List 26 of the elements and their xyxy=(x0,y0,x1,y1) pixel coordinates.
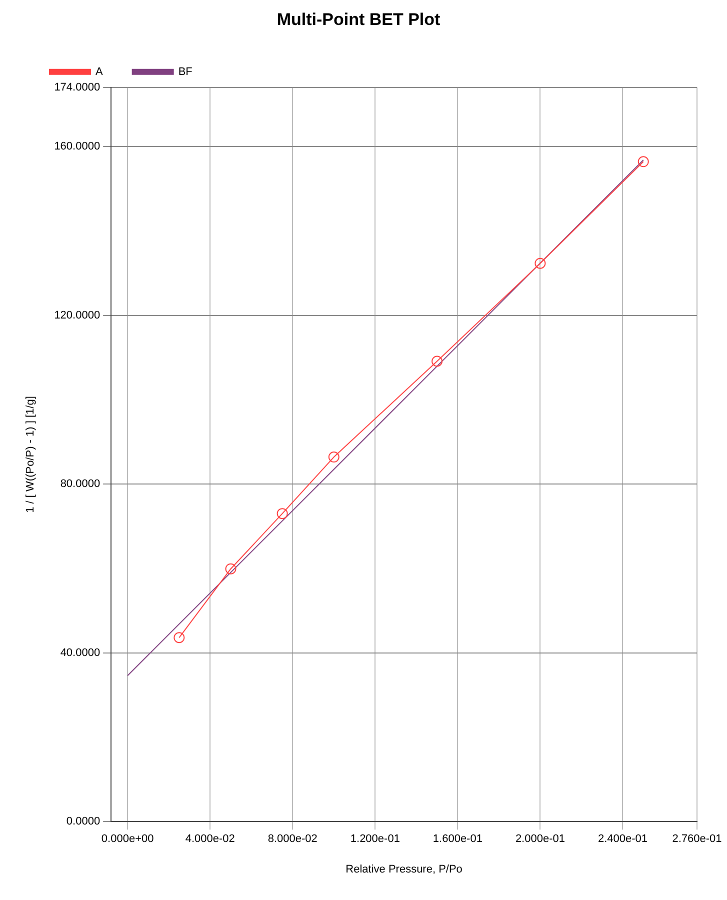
legend-label: A xyxy=(96,66,104,78)
x-tick-label: 2.000e-01 xyxy=(515,833,565,846)
x-tick-label: 0.000e+00 xyxy=(101,833,154,846)
point xyxy=(534,258,546,269)
x-tick-label: 1.600e-01 xyxy=(432,833,482,846)
chart-title: Multi-Point BET Plot xyxy=(276,10,441,29)
x-tick-label: 8.000e-02 xyxy=(268,833,318,846)
y-tick-label: 40.0000 xyxy=(60,646,100,659)
point xyxy=(174,632,185,644)
legend-label: BF xyxy=(178,66,193,78)
x-tick-label: 2.400e-01 xyxy=(598,833,648,846)
x-tick-label: 4.000e-02 xyxy=(185,833,235,846)
point xyxy=(638,156,649,168)
y-tick-label: 80.0000 xyxy=(60,478,100,490)
x-tick-label: 2.760e-01 xyxy=(672,833,722,846)
y-tick-label: 0.0000 xyxy=(66,816,100,828)
y-axis-title: 1 / [ W((Po/P) - 1) ] [1/g] xyxy=(24,396,37,513)
y-tick-label: 160.0000 xyxy=(54,140,100,153)
y-tick-label: 120.0000 xyxy=(54,309,100,322)
y-tick-label: 174.0000 xyxy=(54,81,100,94)
point xyxy=(225,563,236,574)
point xyxy=(328,452,340,463)
point xyxy=(432,356,443,367)
x-tick-label: 1.200e-01 xyxy=(350,833,400,846)
x-axis-title: Relative Pressure, P/Po xyxy=(346,863,462,876)
point xyxy=(276,508,288,520)
